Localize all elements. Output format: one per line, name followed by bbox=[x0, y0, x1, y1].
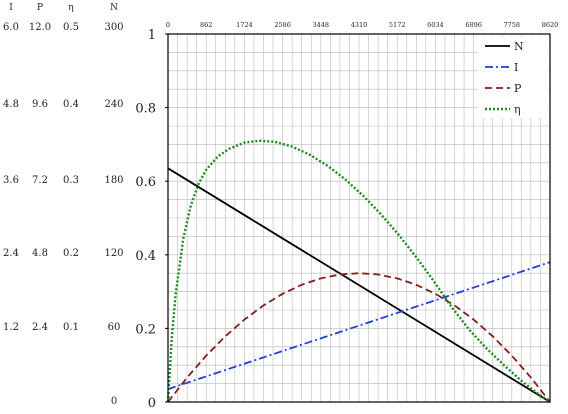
left-axis-ticks: 0 0.2 0.4 0.6 0.8 1 bbox=[135, 28, 168, 411]
y-tick-label: 0.4 bbox=[135, 249, 156, 264]
scale-value: 2.4 bbox=[3, 248, 19, 259]
x-tick-label: 1724 bbox=[236, 21, 253, 29]
scale-value: 6.0 bbox=[3, 22, 19, 33]
scale-value: 180 bbox=[104, 175, 123, 186]
scale-value: 300 bbox=[104, 22, 123, 33]
scale-value: 0.3 bbox=[63, 175, 79, 186]
scale-value: 0 bbox=[111, 396, 117, 407]
scale-value: 2.4 bbox=[32, 322, 48, 333]
series-line-1 bbox=[167, 261, 551, 390]
x-tick-label: 2586 bbox=[274, 21, 291, 29]
scale-header: P bbox=[37, 3, 43, 13]
scale-value: 0.1 bbox=[63, 322, 79, 333]
x-tick-label: 5172 bbox=[389, 21, 406, 29]
x-tick-label: 6896 bbox=[465, 21, 482, 29]
legend-label: η bbox=[514, 103, 521, 116]
legend-label: N bbox=[514, 40, 524, 53]
x-tick-label: 4310 bbox=[351, 21, 368, 29]
y-tick-label: 0.8 bbox=[135, 102, 156, 117]
series-line-0 bbox=[167, 167, 551, 403]
y-tick-label: 0.2 bbox=[135, 322, 156, 337]
series-line-3 bbox=[166, 139, 551, 403]
legend-box bbox=[478, 36, 548, 118]
x-tick-label: 0 bbox=[166, 21, 170, 29]
scale-value: 7.2 bbox=[32, 175, 48, 186]
scale-value: 4.8 bbox=[32, 248, 48, 259]
scale-value: 60 bbox=[108, 322, 121, 333]
grid bbox=[168, 34, 550, 402]
y-tick-label: 0 bbox=[148, 396, 156, 411]
scale-header: I bbox=[9, 3, 13, 13]
scale-value: 12.0 bbox=[29, 22, 51, 33]
scale-value: 120 bbox=[104, 248, 123, 259]
scale-value: 0.5 bbox=[63, 22, 79, 33]
y-tick-label: 1 bbox=[148, 28, 156, 43]
x-tick-label: 6034 bbox=[427, 21, 444, 29]
y-tick-label: 0.6 bbox=[135, 175, 156, 190]
scale-value: 1.2 bbox=[3, 322, 19, 333]
legend-label: P bbox=[514, 82, 522, 95]
x-tick-label: 862 bbox=[200, 21, 212, 29]
scale-value: 9.6 bbox=[32, 99, 48, 110]
scale-header: N bbox=[110, 3, 118, 13]
scale-value: 3.6 bbox=[3, 175, 19, 186]
x-tick-label: 7758 bbox=[504, 21, 521, 29]
top-axis-ticks: 0 862 1724 2586 3448 4310 5172 6034 6896 7758 8620 bbox=[166, 21, 558, 29]
scale-header: η bbox=[68, 3, 73, 13]
legend-label: I bbox=[514, 61, 518, 74]
plot-frame bbox=[167, 33, 551, 403]
scale-value: 4.8 bbox=[3, 99, 19, 110]
scale-value: 0.4 bbox=[63, 99, 79, 110]
x-tick-label: 8620 bbox=[542, 21, 559, 29]
x-tick-label: 3448 bbox=[313, 21, 330, 29]
scale-value: 0.2 bbox=[63, 248, 79, 259]
series-lines bbox=[166, 139, 551, 403]
scale-value: 240 bbox=[104, 99, 123, 110]
